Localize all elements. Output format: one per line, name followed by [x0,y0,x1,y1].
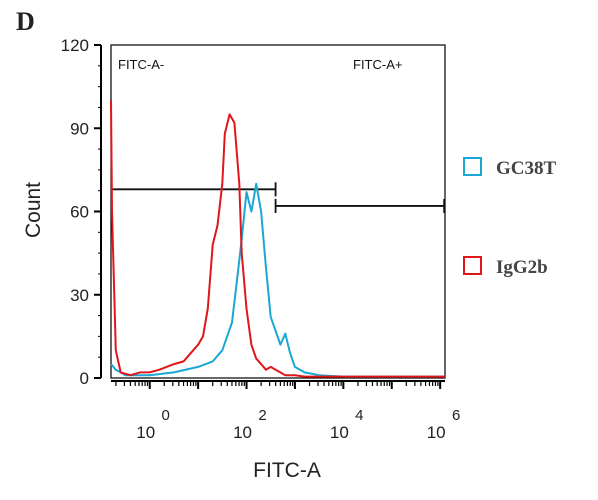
y-tick-label-30: 30 [70,286,89,305]
plot-frame [110,44,446,379]
series-line-gc38t [110,182,445,378]
y-axis-label: Count [22,182,45,238]
panel-label: D [16,7,35,36]
series-line-igg2b [110,100,445,378]
y-tick-label-0: 0 [80,369,89,388]
legend-swatch-igg2b [463,256,482,275]
y-tick-label-90: 90 [70,119,89,138]
axes: 0 30 60 90 120 10 0 10 2 10 4 10 6 [61,36,461,442]
legend-swatch-gc38t [463,157,482,176]
x-tick-label-2: 10 [233,423,252,442]
x-tick-exponent-4: 4 [355,407,363,424]
series-layer [110,100,445,378]
x-tick-label-6: 10 [427,423,446,442]
legend-label-gc38t: GC38T [496,158,557,179]
legend: GC38T IgG2b [463,157,557,278]
y-tick-label-120: 120 [61,36,89,55]
x-axis-label: FITC-A [253,459,321,482]
gate-label-1: FITC-A+ [353,57,402,72]
x-tick-exponent-2: 2 [258,407,266,424]
plot-border [110,44,446,379]
x-tick-label-0: 10 [136,423,155,442]
legend-label-igg2b: IgG2b [496,257,548,278]
x-tick-exponent-6: 6 [452,407,460,424]
y-tick-label-60: 60 [70,203,89,222]
x-tick-exponent-0: 0 [162,407,170,424]
gate-label-0: FITC-A- [118,57,164,72]
gate-lines: FITC-A- FITC-A+ [111,57,445,213]
x-tick-label-4: 10 [330,423,349,442]
